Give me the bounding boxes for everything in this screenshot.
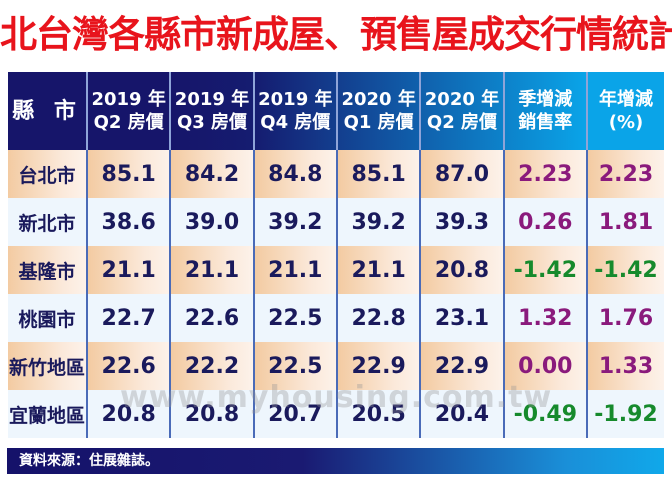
column-header: 2019 年 Q3 房價	[169, 72, 254, 150]
column-header: 2020 年 Q2 房價	[419, 72, 504, 150]
header-line: 縣 市	[12, 98, 82, 124]
price-cell: 21.1	[335, 246, 421, 294]
change-cell: 2.23	[502, 150, 587, 198]
source-footer: 資料來源：住展雜誌。	[7, 448, 664, 474]
city-cell: 新北市	[8, 198, 87, 246]
price-cell: 22.9	[419, 342, 504, 390]
change-cell: 1.32	[502, 294, 587, 342]
header-line: Q3 房價	[176, 112, 248, 133]
header-line: 2019 年	[174, 89, 250, 110]
column-header: 2019 年 Q2 房價	[85, 72, 171, 150]
city-cell: 基隆市	[8, 246, 87, 294]
header-line: 年增減	[599, 89, 653, 110]
price-cell: 23.1	[419, 294, 504, 342]
table-row: 桃園市 22.7 22.6 22.5 22.8 23.1 1.32 1.76	[8, 294, 664, 342]
price-cell: 87.0	[419, 150, 504, 198]
change-cell: 1.81	[586, 198, 664, 246]
price-cell: 22.5	[252, 294, 337, 342]
price-cell: 22.8	[335, 294, 421, 342]
price-cell: 21.1	[85, 246, 171, 294]
price-cell: 20.4	[419, 390, 504, 438]
header-line: 2020 年	[341, 89, 416, 110]
price-cell: 20.8	[169, 390, 254, 438]
header-line: 銷售率	[518, 112, 573, 133]
table-row: 新北市 38.6 39.0 39.2 39.2 39.3 0.26 1.81	[8, 198, 664, 246]
change-cell: -1.42	[586, 246, 664, 294]
column-header: 2020 年 Q1 房價	[335, 72, 421, 150]
table-row: 基隆市 21.1 21.1 21.1 21.1 20.8 -1.42 -1.42	[8, 246, 664, 294]
price-cell: 22.5	[252, 342, 337, 390]
table-row: 台北市 85.1 84.2 84.8 85.1 87.0 2.23 2.23	[8, 150, 664, 198]
price-cell: 21.1	[169, 246, 254, 294]
header-line: Q1 房價	[343, 112, 414, 133]
price-cell: 20.8	[85, 390, 171, 438]
price-cell: 39.0	[169, 198, 254, 246]
header-line: 季增減	[518, 89, 573, 110]
price-cell: 84.2	[169, 150, 254, 198]
price-cell: 22.6	[85, 342, 171, 390]
change-cell: 0.26	[502, 198, 587, 246]
city-cell: 台北市	[8, 150, 87, 198]
table-row: 新竹地區 22.6 22.2 22.5 22.9 22.9 0.00 1.33	[8, 342, 664, 390]
price-cell: 20.7	[252, 390, 337, 438]
price-cell: 39.2	[252, 198, 337, 246]
column-header: 2019 年 Q4 房價	[252, 72, 337, 150]
page-title: 北台灣各縣市新成屋、預售屋成交行情統計	[0, 13, 672, 56]
city-cell: 新竹地區	[8, 342, 87, 390]
price-cell: 22.6	[169, 294, 254, 342]
change-cell: 0.00	[502, 342, 587, 390]
price-table: 縣 市 2019 年 Q2 房價 2019 年 Q3 房價 2019 年 Q4 房價 2020…	[8, 72, 664, 438]
column-header: 季增減 銷售率	[502, 72, 587, 150]
city-cell: 宜蘭地區	[8, 390, 87, 438]
change-cell: 2.23	[586, 150, 664, 198]
price-cell: 39.3	[419, 198, 504, 246]
change-cell: -1.92	[586, 390, 664, 438]
price-cell: 21.1	[252, 246, 337, 294]
column-header: 縣 市	[8, 72, 87, 150]
price-cell: 22.9	[335, 342, 421, 390]
header-line: Q4 房價	[260, 112, 331, 133]
change-cell: -1.42	[502, 246, 587, 294]
price-cell: 20.5	[335, 390, 421, 438]
table-row: 宜蘭地區 20.8 20.8 20.7 20.5 20.4 -0.49 -1.92	[8, 390, 664, 438]
header-line: 2019 年	[91, 89, 166, 110]
header-line: Q2 房價	[426, 112, 498, 133]
price-cell: 22.2	[169, 342, 254, 390]
price-cell: 85.1	[335, 150, 421, 198]
change-cell: -0.49	[502, 390, 587, 438]
header-line: 2019 年	[258, 89, 333, 110]
header-line: (%)	[608, 112, 644, 133]
header-row: 縣 市 2019 年 Q2 房價 2019 年 Q3 房價 2019 年 Q4 房價 2020…	[8, 72, 664, 150]
header-line: 2020 年	[424, 89, 500, 110]
price-cell: 85.1	[85, 150, 171, 198]
column-header: 年增減 (%)	[586, 72, 664, 150]
price-cell: 39.2	[335, 198, 421, 246]
change-cell: 1.76	[586, 294, 664, 342]
price-cell: 20.8	[419, 246, 504, 294]
price-cell: 84.8	[252, 150, 337, 198]
header-line: Q2 房價	[93, 112, 164, 133]
price-cell: 38.6	[85, 198, 171, 246]
change-cell: 1.33	[586, 342, 664, 390]
city-cell: 桃園市	[8, 294, 87, 342]
price-cell: 22.7	[85, 294, 171, 342]
